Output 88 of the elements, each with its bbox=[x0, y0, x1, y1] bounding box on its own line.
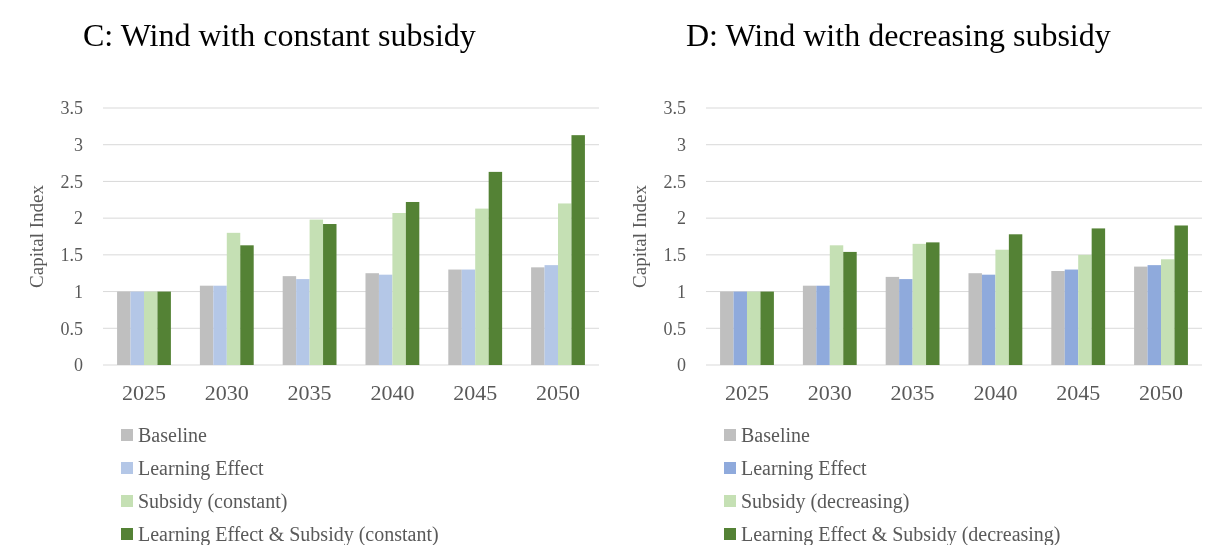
legend-label: Baseline bbox=[138, 424, 207, 446]
y-tick-label: 0.5 bbox=[663, 318, 686, 339]
legend-label: Learning Effect & Subsidy (decreasing) bbox=[741, 523, 1061, 545]
x-tick-label: 2030 bbox=[204, 380, 249, 405]
bar bbox=[802, 285, 817, 365]
bar bbox=[746, 291, 761, 365]
bar bbox=[843, 251, 857, 365]
y-tick-label: 3.5 bbox=[60, 98, 83, 119]
y-tick-label: 1 bbox=[74, 281, 83, 302]
y-tick-label: 1.5 bbox=[60, 245, 83, 266]
legend-label: Subsidy (decreasing) bbox=[741, 490, 910, 513]
bar bbox=[968, 273, 982, 365]
bar bbox=[558, 203, 572, 365]
bar bbox=[378, 274, 393, 365]
bar bbox=[461, 269, 476, 365]
bar bbox=[531, 267, 545, 365]
bar bbox=[323, 224, 337, 365]
legend-label: Learning Effect & Subsidy (constant) bbox=[138, 523, 439, 545]
y-tick-label: 2.5 bbox=[60, 171, 83, 192]
x-tick-label: 2030 bbox=[807, 380, 852, 405]
bar bbox=[309, 219, 324, 365]
bar bbox=[1134, 266, 1148, 365]
bar bbox=[199, 285, 214, 365]
bar bbox=[365, 273, 379, 365]
x-tick-label: 2040 bbox=[973, 380, 1018, 405]
bar bbox=[733, 291, 747, 365]
y-tick-label: 2.5 bbox=[663, 171, 686, 192]
chart-title: D: Wind with decreasing subsidy bbox=[686, 17, 1111, 53]
y-tick-label: 1.5 bbox=[663, 245, 686, 266]
x-tick-label: 2035 bbox=[890, 380, 935, 405]
x-tick-label: 2050 bbox=[536, 380, 581, 405]
bar bbox=[571, 135, 585, 365]
legend-label: Learning Effect bbox=[138, 457, 265, 480]
bar bbox=[912, 243, 927, 365]
bar bbox=[1091, 228, 1106, 365]
y-tick-label: 0 bbox=[677, 355, 686, 376]
bar bbox=[720, 291, 734, 365]
y-axis-title: Capital Index bbox=[629, 184, 650, 288]
bar bbox=[1008, 234, 1023, 365]
bar bbox=[1147, 265, 1162, 365]
bar bbox=[143, 291, 158, 365]
legend-label: Subsidy (constant) bbox=[138, 490, 288, 513]
legend-label: Baseline bbox=[741, 424, 810, 446]
bar bbox=[1174, 225, 1188, 365]
y-tick-label: 2 bbox=[74, 208, 83, 229]
y-tick-label: 3 bbox=[677, 135, 686, 156]
bar bbox=[544, 265, 559, 365]
bar bbox=[157, 291, 171, 365]
bar bbox=[117, 291, 131, 365]
y-tick-label: 2 bbox=[677, 208, 686, 229]
chart-title: C: Wind with constant subsidy bbox=[83, 17, 476, 53]
bar bbox=[816, 285, 830, 365]
bar bbox=[296, 279, 310, 365]
x-tick-label: 2040 bbox=[370, 380, 415, 405]
bar bbox=[475, 208, 489, 365]
y-tick-label: 3.5 bbox=[663, 98, 686, 119]
y-tick-label: 3 bbox=[74, 135, 83, 156]
legend-label: Learning Effect bbox=[741, 457, 868, 480]
bar bbox=[981, 274, 996, 365]
x-tick-label: 2025 bbox=[724, 380, 769, 405]
bar bbox=[1051, 271, 1065, 365]
bar bbox=[1064, 269, 1079, 365]
bar bbox=[995, 249, 1009, 365]
bar bbox=[829, 245, 844, 365]
bar bbox=[448, 269, 462, 365]
y-tick-label: 1 bbox=[677, 281, 686, 302]
x-tick-label: 2045 bbox=[453, 380, 498, 405]
bar bbox=[899, 279, 913, 365]
bar bbox=[213, 285, 227, 365]
x-tick-label: 2025 bbox=[121, 380, 166, 405]
bar bbox=[226, 232, 241, 365]
bar bbox=[240, 245, 254, 365]
bar bbox=[1078, 254, 1092, 365]
x-tick-label: 2050 bbox=[1139, 380, 1184, 405]
bar bbox=[760, 291, 774, 365]
bar bbox=[282, 276, 297, 365]
bar bbox=[926, 242, 940, 365]
y-tick-label: 0 bbox=[74, 355, 83, 376]
x-tick-label: 2045 bbox=[1056, 380, 1101, 405]
bar bbox=[488, 171, 503, 365]
bar bbox=[130, 291, 144, 365]
bar bbox=[1161, 259, 1175, 365]
y-tick-label: 0.5 bbox=[60, 318, 83, 339]
bar bbox=[392, 213, 406, 365]
bar bbox=[885, 276, 900, 365]
y-axis-title: Capital Index bbox=[26, 184, 47, 288]
bar bbox=[405, 201, 420, 365]
x-tick-label: 2035 bbox=[287, 380, 332, 405]
